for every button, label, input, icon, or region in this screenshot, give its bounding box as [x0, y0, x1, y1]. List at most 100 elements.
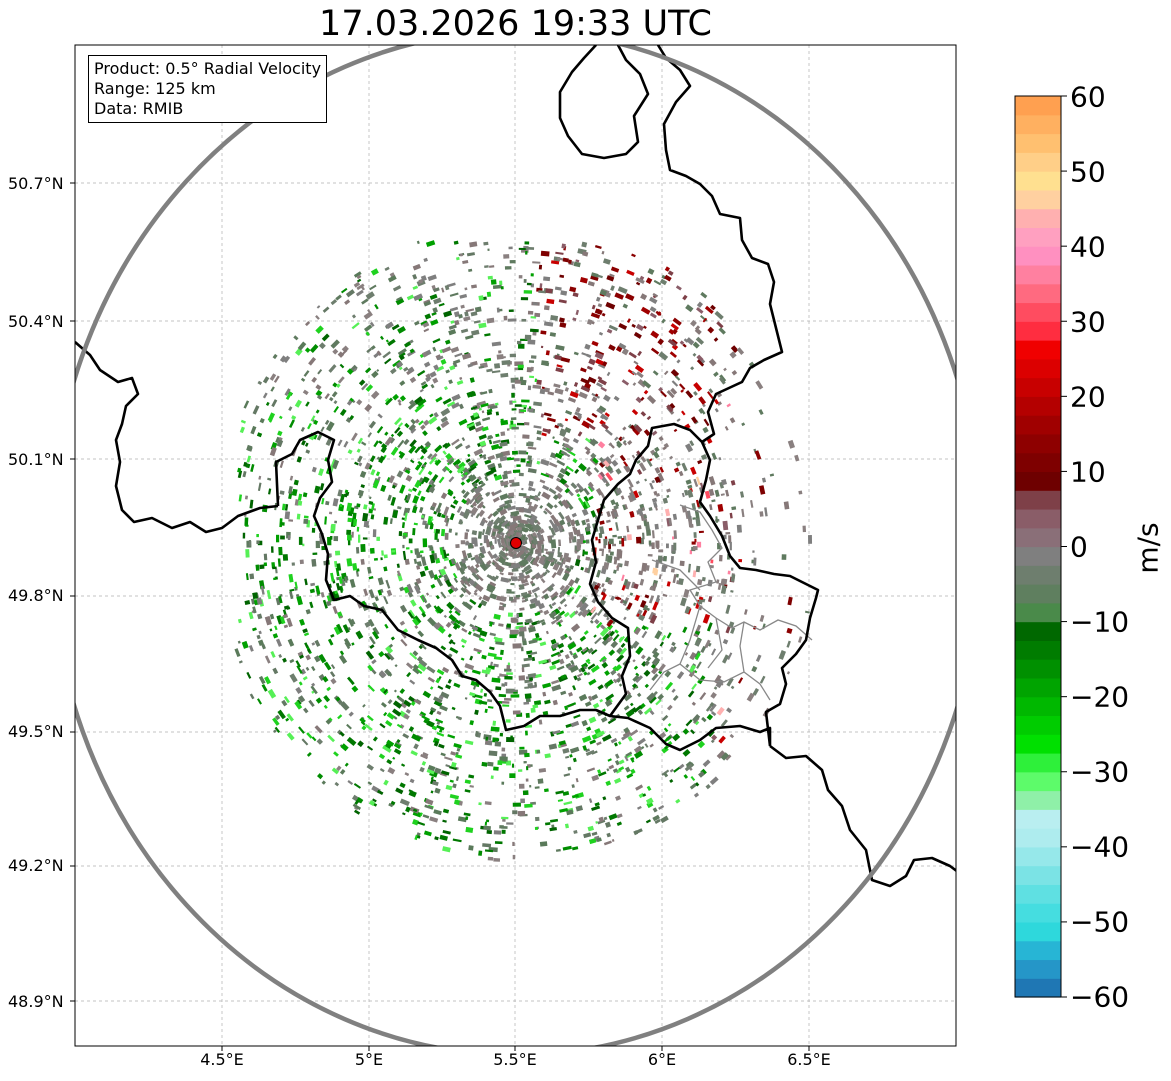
velocity-echo — [364, 324, 373, 332]
velocity-echo — [588, 558, 595, 568]
velocity-echo — [525, 778, 529, 782]
velocity-echo — [632, 659, 636, 663]
velocity-echo — [501, 781, 505, 785]
velocity-echo — [523, 761, 527, 764]
velocity-echo — [396, 563, 400, 568]
colorbar-band — [1015, 433, 1061, 454]
velocity-echo — [549, 452, 557, 459]
velocity-echo — [346, 399, 353, 406]
velocity-echo — [493, 489, 502, 496]
country-borders — [75, 45, 956, 888]
velocity-echo — [562, 845, 572, 851]
velocity-echo — [355, 547, 360, 554]
velocity-echo — [738, 677, 744, 684]
velocity-echo — [609, 453, 615, 459]
velocity-echo — [469, 720, 474, 726]
velocity-echo — [479, 512, 484, 517]
velocity-echo — [474, 425, 485, 433]
velocity-echo — [386, 759, 393, 765]
velocity-echo — [257, 613, 263, 620]
velocity-echo — [663, 735, 672, 743]
velocity-echo — [367, 566, 372, 574]
velocity-echo — [698, 408, 704, 414]
velocity-echo — [443, 506, 450, 516]
velocity-echo — [495, 433, 500, 438]
velocity-echo — [246, 455, 252, 463]
velocity-echo — [643, 514, 648, 519]
velocity-echo — [744, 609, 748, 615]
velocity-echo — [681, 492, 685, 498]
velocity-echo — [417, 398, 427, 407]
velocity-echo — [456, 747, 461, 752]
velocity-echo — [446, 401, 456, 408]
velocity-echo — [248, 611, 254, 620]
velocity-echo — [627, 440, 633, 446]
velocity-echo — [565, 755, 570, 759]
velocity-echo — [580, 377, 590, 385]
velocity-echo — [270, 650, 276, 658]
velocity-echo — [569, 564, 574, 570]
velocity-echo — [575, 309, 580, 316]
velocity-echo — [311, 466, 317, 473]
velocity-echo — [602, 361, 608, 367]
velocity-echo — [303, 518, 309, 524]
velocity-echo — [572, 685, 577, 691]
velocity-echo — [722, 520, 729, 531]
velocity-echo — [702, 317, 708, 323]
velocity-echo — [654, 467, 661, 474]
velocity-echo — [366, 347, 373, 354]
colorbar-band — [1015, 903, 1061, 923]
velocity-echo — [356, 274, 362, 280]
velocity-echo — [518, 626, 527, 633]
velocity-echo — [616, 678, 621, 683]
velocity-echo — [671, 641, 676, 647]
velocity-echo — [431, 311, 437, 316]
velocity-echo — [551, 523, 560, 533]
velocity-echo — [492, 516, 502, 526]
velocity-echo — [459, 560, 468, 571]
velocity-echo — [435, 677, 441, 684]
velocity-echo — [651, 647, 659, 655]
velocity-echo — [404, 558, 410, 566]
velocity-echo — [692, 570, 697, 578]
velocity-echo — [250, 464, 255, 473]
velocity-echo — [336, 765, 342, 772]
velocity-echo — [461, 498, 468, 505]
velocity-echo — [492, 439, 501, 445]
velocity-echo — [540, 578, 546, 584]
velocity-echo — [693, 478, 699, 488]
velocity-echo — [497, 463, 503, 469]
velocity-echo — [696, 301, 703, 308]
velocity-echo — [358, 462, 363, 467]
velocity-echo — [599, 698, 604, 703]
colorbar-band — [1015, 302, 1061, 322]
velocity-echo — [473, 591, 478, 596]
velocity-echo — [430, 383, 435, 389]
velocity-echo — [636, 459, 641, 464]
velocity-echo — [372, 798, 377, 803]
velocity-echo — [523, 657, 533, 662]
velocity-echo — [420, 447, 428, 455]
velocity-echo — [301, 738, 309, 746]
velocity-echo — [687, 484, 693, 489]
velocity-echo — [557, 524, 563, 533]
velocity-echo — [252, 606, 257, 614]
velocity-echo — [556, 459, 566, 467]
velocity-echo — [580, 385, 591, 393]
velocity-echo — [501, 816, 509, 820]
velocity-echo — [414, 834, 419, 841]
velocity-echo — [415, 577, 422, 585]
velocity-echo — [505, 561, 512, 567]
velocity-echo — [516, 613, 519, 619]
velocity-echo — [360, 558, 365, 565]
velocity-echo — [276, 614, 284, 625]
velocity-echo — [759, 614, 765, 622]
velocity-echo — [409, 679, 416, 685]
velocity-echo — [452, 458, 462, 467]
velocity-echo — [556, 566, 564, 577]
velocity-echo — [529, 495, 534, 500]
velocity-echo — [525, 246, 535, 250]
velocity-echo — [484, 459, 492, 465]
velocity-echo — [486, 291, 492, 297]
velocity-echo — [512, 550, 517, 555]
